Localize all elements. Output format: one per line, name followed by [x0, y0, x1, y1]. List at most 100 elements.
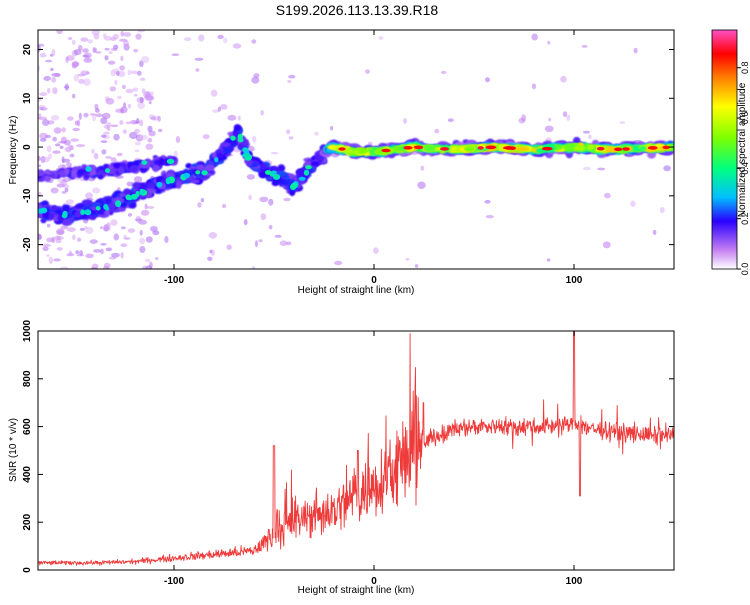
heatmap-noise-cell: [42, 243, 51, 247]
heatmap-energy-cell: [95, 206, 101, 211]
heatmap-noise-cell: [67, 37, 73, 40]
spectrogram-y-ticks: -20 -10 0 10 20: [22, 44, 674, 252]
heatmap-peak-cell: [440, 147, 449, 151]
heatmap-energy-cell: [265, 170, 272, 175]
heatmap-noise-cell: [102, 227, 111, 232]
snr-background: [38, 331, 674, 570]
heatmap-noise-cell: [78, 112, 82, 120]
y-tick-label: 10: [22, 92, 33, 104]
heatmap-noise-cell: [148, 101, 152, 105]
heatmap-noise-cell: [123, 32, 132, 37]
heatmap-noise-cell: [76, 144, 86, 148]
heatmap-noise-cell: [83, 57, 93, 63]
heatmap-energy-cell: [70, 169, 79, 178]
heatmap-noise-cell: [127, 213, 133, 217]
heatmap-noise-cell: [51, 49, 56, 56]
heatmap-noise-cell: [547, 40, 551, 45]
heatmap-noise-cell: [447, 118, 454, 122]
heatmap-energy-cell: [111, 193, 118, 199]
heatmap-noise-cell: [195, 68, 200, 72]
heatmap-energy-cell: [77, 169, 85, 175]
heatmap-noise-cell: [92, 187, 101, 194]
heatmap-energy-cell: [50, 205, 58, 211]
heatmap-noise-cell: [150, 116, 157, 121]
snr-series-line: [38, 331, 674, 566]
heatmap-noise-cell: [137, 30, 146, 33]
y-tick-label: 20: [22, 44, 33, 56]
heatmap-energy-cell: [231, 139, 238, 146]
heatmap-noise-cell: [85, 253, 94, 259]
x-tick-label: 0: [371, 275, 377, 286]
heatmap-energy-cell: [123, 188, 132, 195]
heatmap-noise-cell: [38, 98, 42, 102]
heatmap-noise-cell: [48, 256, 54, 264]
heatmap-noise-cell: [378, 36, 384, 40]
heatmap-noise-cell: [115, 108, 124, 113]
heatmap-noise-cell: [260, 213, 267, 221]
heatmap-peak-cell: [647, 146, 657, 150]
heatmap-noise-cell: [246, 174, 255, 180]
heatmap-noise-cell: [46, 254, 50, 257]
heatmap-noise-cell: [56, 247, 63, 251]
heatmap-noise-cell: [119, 120, 124, 126]
heatmap-noise-cell: [123, 234, 127, 239]
heatmap-noise-cell: [120, 252, 124, 259]
heatmap-noise-cell: [51, 76, 57, 83]
heatmap-noise-cell: [251, 39, 257, 44]
heatmap-noise-cell: [79, 227, 85, 231]
heatmap-noise-cell: [548, 117, 552, 122]
heatmap-noise-cell: [164, 236, 169, 243]
heatmap-noise-cell: [83, 78, 91, 86]
heatmap-noise-cell: [55, 238, 62, 244]
heatmap-energy-cell: [146, 188, 157, 193]
heatmap-noise-cell: [197, 202, 202, 208]
heatmap-noise-cell: [334, 260, 343, 266]
heatmap-noise-cell: [43, 76, 51, 81]
heatmap-noise-cell: [121, 226, 126, 230]
heatmap-peak-cell: [477, 146, 484, 150]
heatmap-noise-cell: [222, 203, 227, 209]
heatmap-noise-cell: [139, 134, 148, 140]
heatmap-noise-cell: [61, 191, 67, 194]
heatmap-noise-cell: [147, 137, 153, 143]
snr-frame: [37, 330, 675, 571]
colorbar-ticks: 0.0 0.2 0.4 0.6 0.8: [737, 61, 750, 275]
heatmap-noise-cell: [112, 33, 120, 40]
heatmap-noise-cell: [39, 132, 48, 140]
heatmap-noise-cell: [136, 70, 142, 76]
heatmap-energy-cell: [277, 164, 286, 173]
heatmap-peak-cell: [485, 145, 497, 150]
heatmap-noise-cell: [562, 111, 568, 117]
colorbar: 0.0 0.2 0.4 0.6 0.8 Normalized spectral ampl…: [711, 29, 750, 275]
heatmap-noise-cell: [365, 69, 370, 74]
x-tick-label: -100: [164, 275, 184, 286]
y-tick-label: 400: [22, 466, 33, 483]
heatmap-energy-cell: [586, 144, 595, 151]
heatmap-noise-cell: [38, 43, 45, 47]
heatmap-noise-cell: [405, 258, 410, 261]
heatmap-noise-cell: [604, 192, 611, 199]
heatmap-energy-cell: [85, 166, 92, 172]
heatmap-noise-cell: [91, 148, 95, 154]
heatmap-noise-cell: [217, 34, 224, 40]
heatmap-noise-cell: [619, 121, 626, 124]
spectrogram-heatmap: [38, 30, 674, 269]
y-tick-label: 0: [22, 567, 33, 573]
heatmap-noise-cell: [588, 134, 592, 139]
heatmap-noise-cell: [223, 37, 228, 44]
heatmap-noise-cell: [254, 240, 258, 248]
heatmap-noise-cell: [212, 109, 219, 113]
heatmap-noise-cell: [597, 167, 606, 171]
heatmap-energy-cell: [117, 166, 125, 175]
heatmap-energy-cell: [310, 161, 320, 167]
heatmap-noise-cell: [52, 150, 61, 154]
heatmap-energy-cell: [156, 181, 163, 188]
heatmap-noise-cell: [116, 152, 123, 157]
heatmap-noise-cell: [113, 44, 119, 50]
heatmap-noise-cell: [150, 91, 154, 96]
heatmap-noise-cell: [252, 266, 256, 269]
heatmap-energy-cell: [290, 184, 297, 190]
heatmap-noise-cell: [40, 138, 47, 142]
heatmap-noise-cell: [663, 165, 671, 172]
